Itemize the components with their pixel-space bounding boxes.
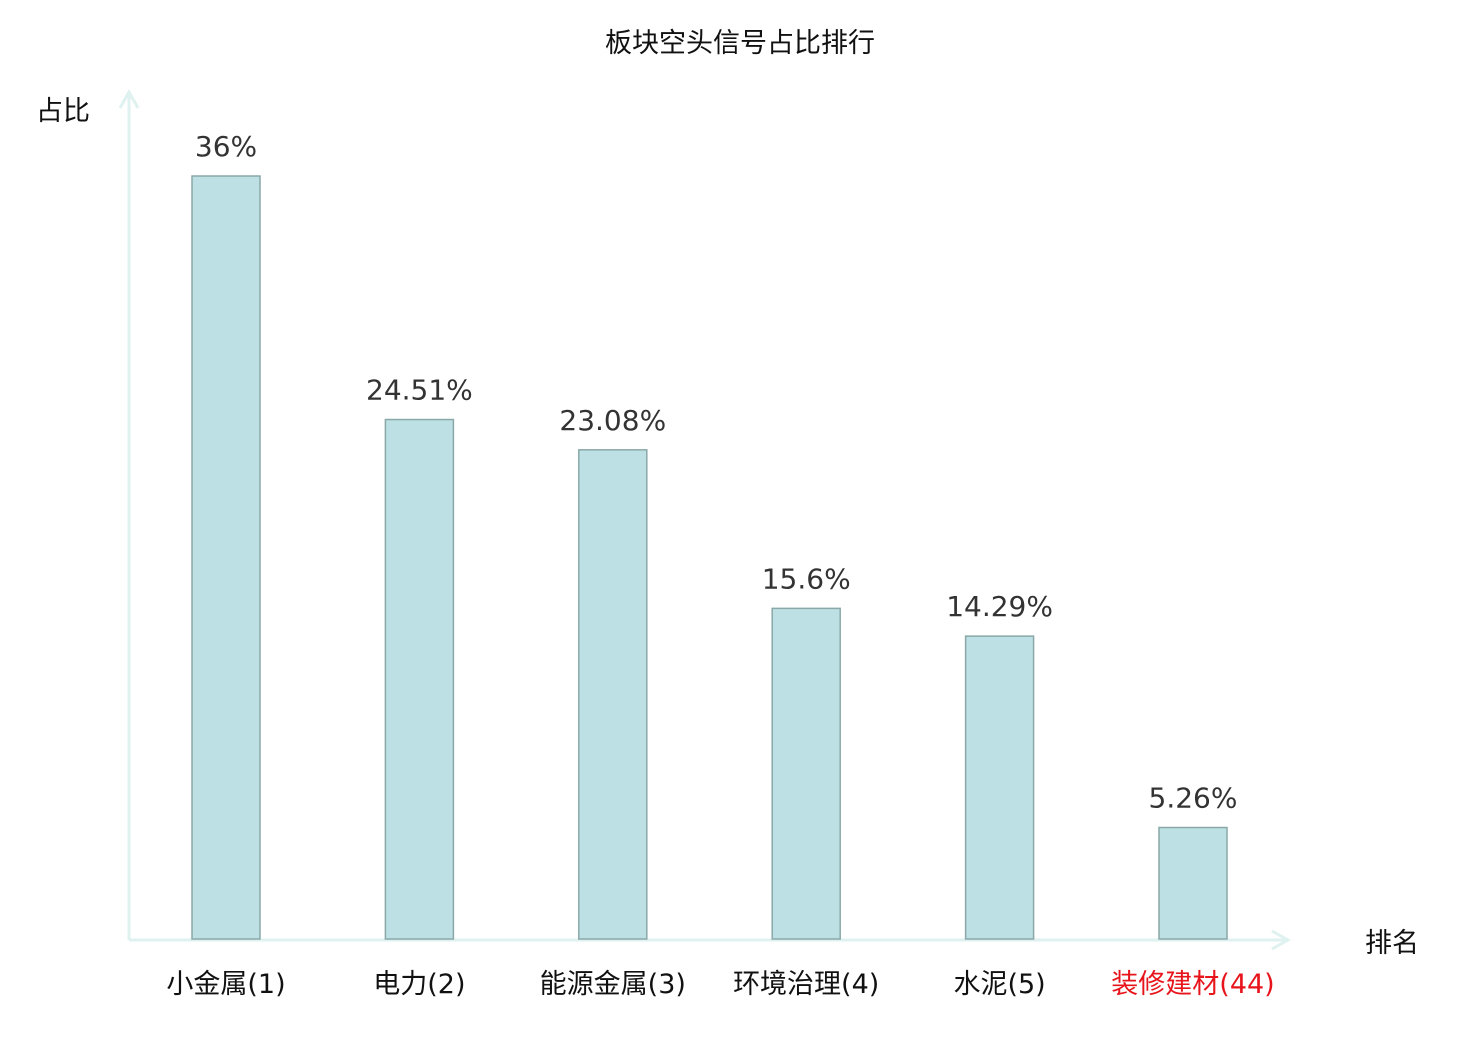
bar	[384, 418, 455, 940]
bars: 36% 小金属(1) 24.51% 电力(2) 23.08% 能源金属(3) 15.6% 环境…	[166, 130, 1274, 1000]
x-axis-label: 排名	[1365, 928, 1419, 959]
bar	[771, 607, 841, 940]
data-label: 23.08%	[559, 404, 666, 437]
bar	[1158, 826, 1228, 940]
bar	[964, 635, 1035, 940]
y-axis-arrow-icon	[118, 88, 140, 109]
x-tick-label: 电力(2)	[373, 969, 465, 1000]
x-tick-label: 环境治理(4)	[733, 969, 879, 1000]
x-tick-label: 装修建材(44)	[1111, 969, 1274, 1000]
data-label: 5.26%	[1149, 782, 1238, 815]
data-label: 36%	[195, 130, 257, 163]
x-axis	[129, 929, 1292, 951]
x-tick-label: 能源金属(3)	[540, 969, 686, 1000]
x-axis-arrow-icon	[1271, 929, 1292, 951]
bar	[191, 175, 261, 940]
y-axis	[118, 88, 140, 940]
bar	[578, 449, 648, 940]
chart-title: 板块空头信号占比排行	[605, 28, 875, 59]
data-label: 15.6%	[762, 562, 851, 595]
y-axis-label: 占比	[36, 96, 90, 127]
x-tick-label: 小金属(1)	[166, 969, 285, 1000]
data-label: 14.29%	[946, 590, 1053, 623]
data-label: 24.51%	[366, 374, 473, 407]
x-tick-label: 水泥(5)	[953, 969, 1045, 1000]
